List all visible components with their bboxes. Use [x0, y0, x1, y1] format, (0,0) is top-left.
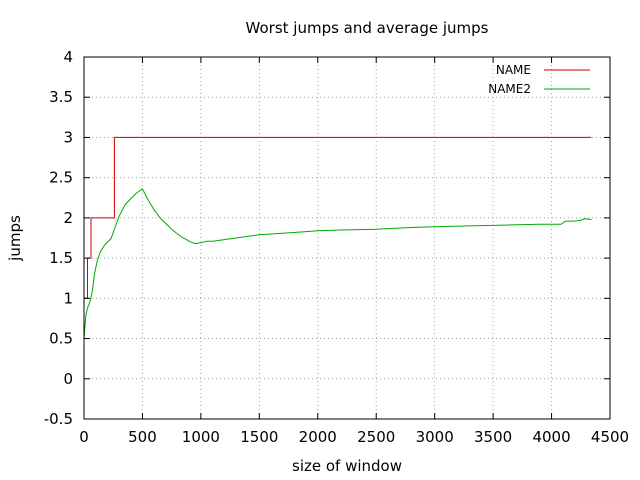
y-axis-label: jumps — [6, 215, 24, 262]
y-tick-label: -0.5 — [44, 410, 73, 428]
y-tick-label: 1 — [63, 289, 73, 307]
legend-label: NAME2 — [488, 82, 531, 96]
grid — [84, 57, 610, 419]
x-tick-label: 4500 — [591, 428, 629, 446]
x-tick-label: 2500 — [357, 428, 395, 446]
y-tick-label: 2.5 — [49, 169, 73, 187]
x-tick-label: 1000 — [182, 428, 220, 446]
x-tick-label: 2000 — [299, 428, 337, 446]
plot-frame — [83, 56, 611, 420]
x-axis-label: size of window — [292, 457, 402, 475]
legend: NAME NAME2 — [488, 63, 590, 96]
series-line-2 — [83, 188, 592, 339]
y-tick-label: 1.5 — [49, 249, 73, 267]
y-tick-label: 0 — [63, 370, 73, 388]
x-tick-label: 3500 — [474, 428, 512, 446]
y-tick-label: 3 — [63, 128, 73, 146]
chart-title: Worst jumps and average jumps — [246, 19, 489, 37]
x-tick-label: 3000 — [416, 428, 454, 446]
series-layer — [83, 136, 592, 339]
x-tick-label: 4000 — [532, 428, 570, 446]
legend-label: NAME — [496, 63, 531, 77]
y-tick-label: 3.5 — [49, 88, 73, 106]
ticks: 0 500 1000 1500 2000 2500 3000 3500 4000 4500 -0.5… — [44, 48, 629, 446]
series-line-1 — [84, 136, 592, 299]
y-tick-label: 4 — [63, 48, 73, 66]
x-tick-label: 1500 — [240, 428, 278, 446]
x-tick-label: 500 — [128, 428, 157, 446]
y-tick-label: 2 — [63, 209, 73, 227]
x-tick-label: 0 — [79, 428, 89, 446]
y-tick-label: 0.5 — [49, 330, 73, 348]
